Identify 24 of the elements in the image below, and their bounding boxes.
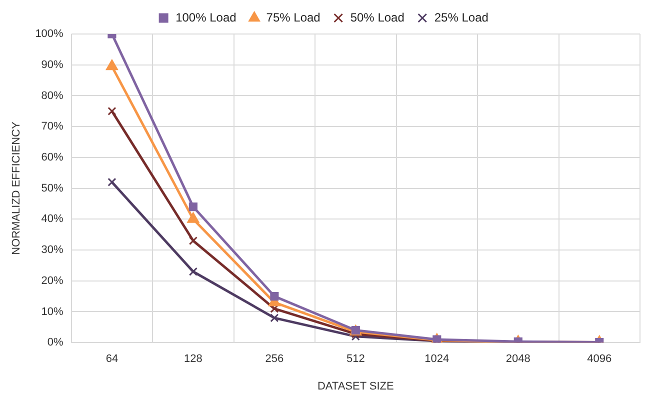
legend-label: 50% Load (350, 10, 404, 24)
y-tick-label: 70% (41, 120, 64, 133)
x-tick-label: 128 (184, 353, 202, 366)
y-tick-label: 80% (41, 90, 64, 102)
y-tick-label: 90% (41, 58, 64, 71)
y-tick-label: 30% (41, 244, 64, 256)
y-axis-title: NORMALIZD EFFICIENCY (10, 121, 23, 255)
legend-label: 25% Load (434, 10, 488, 24)
legend-label: 75% Load (266, 10, 320, 24)
y-tick-label: 60% (41, 151, 64, 164)
x-tick-label: 64 (106, 353, 118, 366)
y-tick-label: 0% (47, 336, 64, 349)
x-tick-label: 512 (346, 353, 365, 366)
x-tick-label: 256 (265, 353, 284, 366)
x-tick-label: 1024 (424, 353, 450, 366)
x-tick-label: 2048 (506, 353, 530, 366)
y-tick-label: 20% (41, 274, 64, 287)
x-axis-title: DATASET SIZE (317, 380, 394, 392)
y-tick-label: 50% (41, 182, 64, 194)
y-tick-label: 100% (35, 28, 64, 40)
legend-label: 100% Load (176, 10, 236, 24)
y-tick-label: 40% (41, 213, 64, 226)
y-tick-label: 10% (41, 306, 64, 318)
x-tick-label: 4096 (587, 353, 612, 366)
